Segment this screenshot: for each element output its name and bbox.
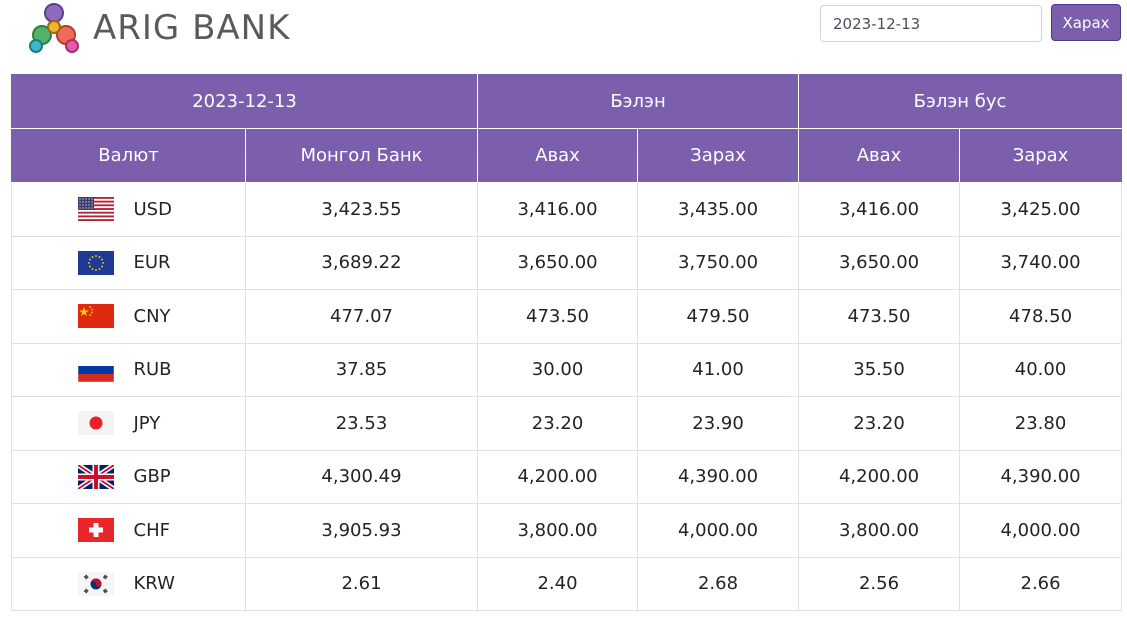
noncash-sell-value: 4,390.00	[959, 449, 1123, 504]
currency-cell: JPY	[11, 396, 246, 451]
mongolbank-value: 37.85	[244, 342, 479, 397]
noncash-buy-value: 2.56	[798, 556, 961, 611]
header-noncash-buy: Авах	[798, 128, 961, 183]
cash-sell-value: 4,000.00	[637, 503, 800, 558]
noncash-buy-value: 23.20	[798, 396, 961, 451]
cash-buy-value: 2.40	[477, 556, 639, 611]
mongolbank-value: 23.53	[244, 396, 479, 451]
table-row: KRW 2.61 2.40 2.68 2.56 2.66	[11, 556, 1123, 611]
exchange-rate-table: 2023-12-13 Бэлэн Бэлэн бус Валют Монгол …	[10, 74, 1123, 611]
noncash-sell-value: 23.80	[959, 396, 1123, 451]
cash-sell-value: 2.68	[637, 556, 800, 611]
date-input[interactable]	[820, 5, 1042, 42]
mongolbank-value: 3,689.22	[244, 235, 479, 290]
noncash-sell-value: 2.66	[959, 556, 1123, 611]
cash-sell-value: 3,435.00	[637, 182, 800, 237]
cash-buy-value: 4,200.00	[477, 449, 639, 504]
ch-flag-icon	[77, 518, 114, 543]
currency-cell: USD	[11, 182, 246, 237]
currency-cell: GBP	[11, 449, 246, 504]
table-row: CNY 477.07 473.50 479.50 473.50 478.50	[11, 289, 1123, 344]
table-header-row-groups: 2023-12-13 Бэлэн Бэлэн бус	[10, 74, 1123, 129]
currency-code: CNY	[133, 305, 171, 327]
logo-icon	[29, 3, 79, 53]
jp-flag-icon	[77, 411, 114, 436]
noncash-buy-value: 473.50	[798, 289, 961, 344]
header-group-cash: Бэлэн	[477, 74, 800, 129]
cash-buy-value: 23.20	[477, 396, 639, 451]
cash-sell-value: 4,390.00	[637, 449, 800, 504]
gb-flag-icon	[77, 464, 114, 489]
cash-buy-value: 30.00	[477, 342, 639, 397]
header-cash-sell: Зарах	[637, 128, 800, 183]
table-body: USD 3,423.55 3,416.00 3,435.00 3,416.00 3,425…	[11, 182, 1123, 611]
cash-buy-value: 473.50	[477, 289, 639, 344]
currency-cell: EUR	[11, 235, 246, 290]
noncash-sell-value: 478.50	[959, 289, 1123, 344]
table-header-row-columns: Валют Монгол Банк Авах Зарах Авах Зарах	[11, 128, 1123, 183]
header-mongolbank: Монгол Банк	[244, 128, 479, 183]
noncash-buy-value: 3,416.00	[798, 182, 961, 237]
us-flag-icon	[77, 197, 114, 222]
currency-cell: RUB	[11, 342, 246, 397]
currency-code: USD	[133, 198, 172, 220]
view-button[interactable]: Харах	[1051, 4, 1121, 41]
currency-cell: CNY	[11, 289, 246, 344]
bank-logo[interactable]: ARIG BANK	[27, 2, 290, 54]
mongolbank-value: 3,905.93	[244, 503, 479, 558]
cash-sell-value: 479.50	[637, 289, 800, 344]
kr-flag-icon	[77, 571, 114, 596]
noncash-buy-value: 3,650.00	[798, 235, 961, 290]
currency-code: EUR	[133, 252, 171, 274]
header-noncash-sell: Зарах	[959, 128, 1123, 183]
top-bar: ARIG BANK Харах	[0, 0, 1127, 74]
currency-code: RUB	[133, 359, 172, 381]
noncash-sell-value: 3,740.00	[959, 235, 1123, 290]
brand-name: ARIG BANK	[93, 8, 291, 48]
currency-code: GBP	[133, 466, 171, 488]
header-group-noncash: Бэлэн бус	[798, 74, 1123, 129]
table-row: GBP 4,300.49 4,200.00 4,390.00 4,200.00 4,390…	[11, 449, 1123, 504]
table-row: RUB 37.85 30.00 41.00 35.50 40.00	[11, 342, 1123, 397]
cash-sell-value: 41.00	[637, 342, 800, 397]
table-row: EUR 3,689.22 3,650.00 3,750.00 3,650.00 3,740…	[11, 235, 1123, 290]
currency-code: CHF	[133, 519, 170, 541]
noncash-buy-value: 35.50	[798, 342, 961, 397]
currency-code: KRW	[133, 573, 175, 595]
header-cash-buy: Авах	[477, 128, 639, 183]
cn-flag-icon	[77, 304, 114, 329]
noncash-buy-value: 3,800.00	[798, 503, 961, 558]
currency-code: JPY	[133, 412, 161, 434]
table-row: USD 3,423.55 3,416.00 3,435.00 3,416.00 3,425…	[11, 182, 1123, 237]
table-row: JPY 23.53 23.20 23.90 23.20 23.80	[11, 396, 1123, 451]
mongolbank-value: 2.61	[244, 556, 479, 611]
cash-sell-value: 23.90	[637, 396, 800, 451]
header-date: 2023-12-13	[10, 74, 479, 129]
noncash-sell-value: 4,000.00	[959, 503, 1123, 558]
mongolbank-value: 477.07	[244, 289, 479, 344]
cash-buy-value: 3,650.00	[477, 235, 639, 290]
ru-flag-icon	[77, 357, 114, 382]
mongolbank-value: 4,300.49	[244, 449, 479, 504]
eu-flag-icon	[77, 250, 114, 275]
noncash-sell-value: 3,425.00	[959, 182, 1123, 237]
currency-cell: KRW	[11, 556, 246, 611]
cash-sell-value: 3,750.00	[637, 235, 800, 290]
cash-buy-value: 3,416.00	[477, 182, 639, 237]
header-currency: Валют	[11, 128, 246, 183]
currency-cell: CHF	[11, 503, 246, 558]
noncash-buy-value: 4,200.00	[798, 449, 961, 504]
cash-buy-value: 3,800.00	[477, 503, 639, 558]
mongolbank-value: 3,423.55	[244, 182, 479, 237]
table-row: CHF 3,905.93 3,800.00 4,000.00 3,800.00 4,000…	[11, 503, 1123, 558]
noncash-sell-value: 40.00	[959, 342, 1123, 397]
